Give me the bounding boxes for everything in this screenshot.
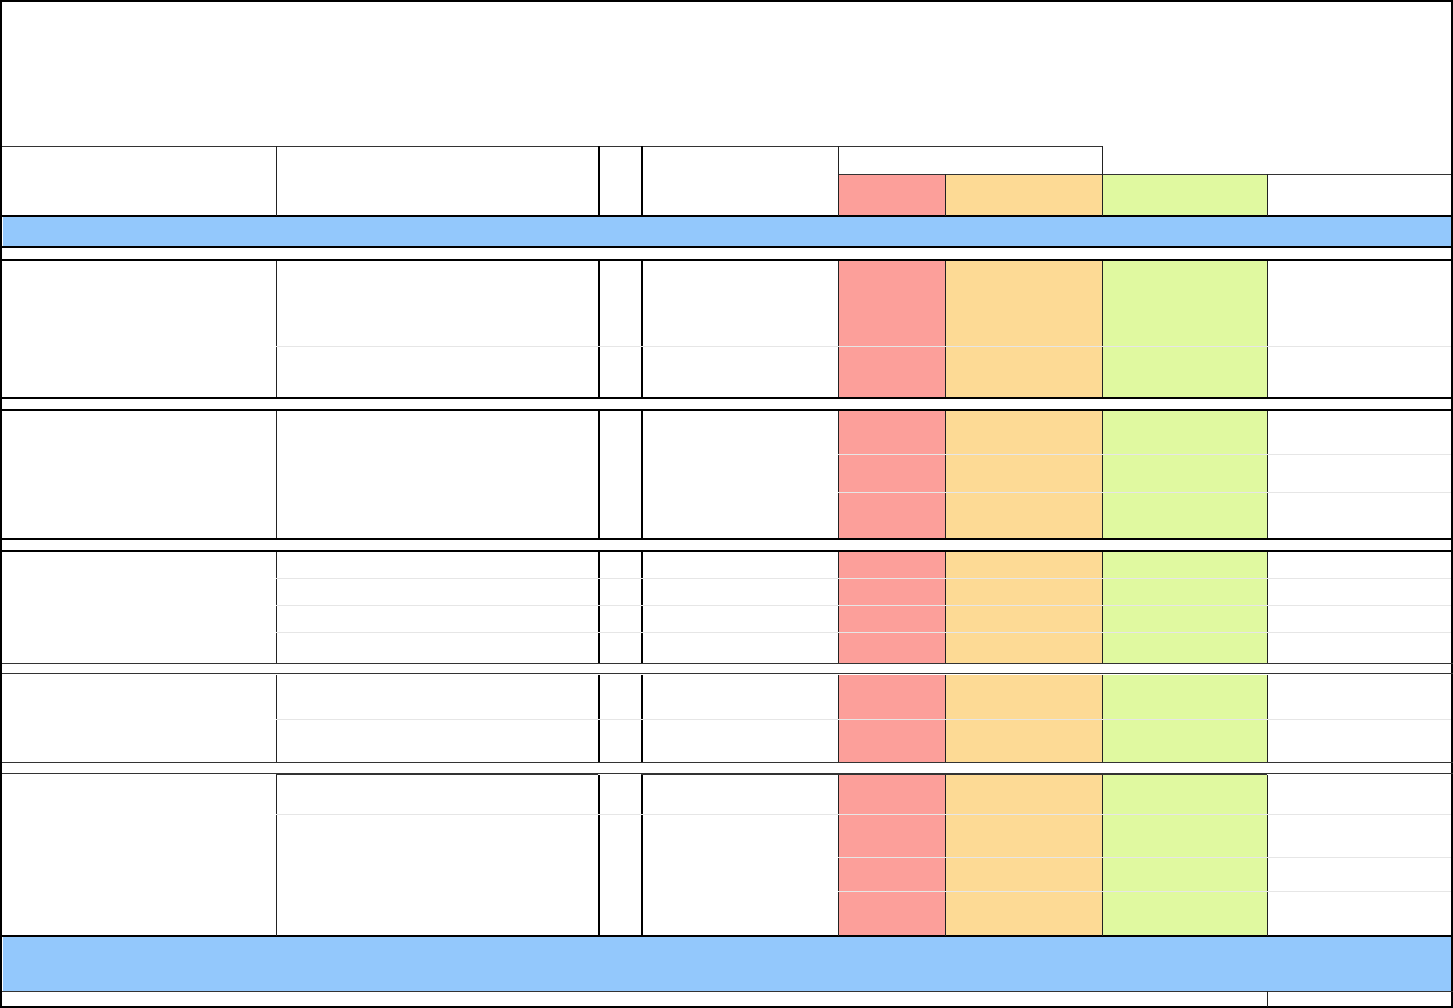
rating-cell-red bbox=[839, 261, 945, 397]
row-rule bbox=[838, 891, 1451, 892]
rating-cell-red bbox=[839, 175, 945, 215]
rating-cell-orange bbox=[946, 775, 1102, 936]
section-rule bbox=[2, 663, 1453, 664]
outer-border-top bbox=[0, 0, 1453, 2]
section-header-band bbox=[3, 936, 1451, 991]
rating-cell-red bbox=[839, 775, 945, 936]
rating-cell-green bbox=[1103, 175, 1267, 215]
rating-cell-green bbox=[1103, 552, 1267, 663]
column-divider bbox=[641, 411, 643, 538]
section-rule bbox=[276, 774, 598, 775]
section-rule bbox=[2, 409, 1453, 411]
column-divider bbox=[1267, 261, 1268, 397]
section-rule bbox=[2, 550, 1453, 552]
section-rule bbox=[2, 259, 1453, 261]
band-bottom-rule bbox=[2, 246, 1453, 248]
header-divider bbox=[1102, 146, 1103, 216]
column-divider bbox=[641, 775, 643, 936]
column-divider bbox=[276, 775, 277, 936]
header-divider bbox=[838, 146, 839, 216]
column-divider bbox=[838, 775, 839, 936]
rating-cell-red bbox=[839, 552, 945, 663]
row-rule bbox=[276, 578, 1451, 579]
section-rule bbox=[2, 397, 1453, 399]
rating-cell-orange bbox=[946, 675, 1102, 762]
column-divider bbox=[598, 675, 600, 762]
column-divider bbox=[1102, 675, 1103, 762]
column-divider bbox=[1102, 411, 1103, 538]
section-header-band bbox=[3, 216, 1451, 247]
outer-border-right bbox=[1451, 0, 1453, 1008]
row-rule bbox=[838, 857, 1451, 858]
rating-cell-green bbox=[1103, 411, 1267, 538]
rating-cell-red bbox=[839, 675, 945, 762]
row-rule bbox=[838, 454, 1451, 455]
column-divider bbox=[1267, 552, 1268, 663]
rating-cell-orange bbox=[946, 261, 1102, 397]
column-divider bbox=[838, 261, 839, 397]
row-rule bbox=[838, 492, 1451, 493]
column-divider bbox=[945, 675, 946, 762]
row-rule bbox=[276, 632, 1451, 633]
section-rule bbox=[2, 762, 1453, 763]
header-rating-rule bbox=[838, 174, 1451, 175]
section-rule bbox=[2, 935, 1453, 937]
column-divider bbox=[1102, 261, 1103, 397]
header-bottom-rule bbox=[2, 215, 1453, 217]
header-divider bbox=[276, 146, 277, 216]
column-divider bbox=[838, 411, 839, 538]
row-rule bbox=[276, 605, 1451, 606]
rating-cell-green bbox=[1103, 675, 1267, 762]
column-divider bbox=[641, 552, 643, 663]
column-divider bbox=[838, 552, 839, 663]
column-divider bbox=[1267, 775, 1268, 936]
header-divider bbox=[641, 146, 643, 216]
column-divider bbox=[598, 261, 600, 397]
column-divider bbox=[276, 411, 277, 538]
rating-cell-green bbox=[1103, 775, 1267, 936]
column-divider bbox=[276, 552, 277, 663]
column-divider bbox=[1102, 552, 1103, 663]
column-divider bbox=[1267, 411, 1268, 538]
rating-cell-green bbox=[1103, 261, 1267, 397]
column-divider bbox=[945, 261, 946, 397]
column-divider bbox=[945, 411, 946, 538]
rating-cell-orange bbox=[946, 175, 1102, 215]
footer-rule bbox=[2, 991, 1453, 992]
header-divider bbox=[598, 146, 600, 216]
section-rule bbox=[641, 774, 1267, 775]
column-divider bbox=[641, 675, 643, 762]
section-rule bbox=[2, 773, 1453, 774]
column-divider bbox=[641, 261, 643, 397]
column-divider bbox=[276, 675, 277, 762]
column-divider bbox=[945, 775, 946, 936]
rating-cell-red bbox=[839, 411, 945, 538]
rating-cell-orange bbox=[946, 411, 1102, 538]
column-divider bbox=[945, 552, 946, 663]
column-divider bbox=[598, 775, 600, 936]
column-divider bbox=[598, 552, 600, 663]
column-divider bbox=[1102, 775, 1103, 936]
header-divider bbox=[945, 174, 946, 216]
column-divider bbox=[1267, 675, 1268, 762]
header-top-rule bbox=[2, 146, 1102, 147]
row-rule bbox=[276, 814, 1451, 815]
outer-border-bottom bbox=[0, 1006, 1453, 1008]
outer-border-left bbox=[0, 0, 2, 1008]
section-rule bbox=[2, 673, 1453, 674]
header-divider bbox=[1267, 174, 1268, 216]
column-divider bbox=[1267, 991, 1268, 1007]
column-divider bbox=[838, 675, 839, 762]
rating-cell-orange bbox=[946, 552, 1102, 663]
row-rule bbox=[276, 346, 1451, 347]
column-divider bbox=[598, 411, 600, 538]
row-rule bbox=[276, 719, 1451, 720]
column-divider bbox=[276, 261, 277, 397]
section-rule bbox=[2, 538, 1453, 540]
